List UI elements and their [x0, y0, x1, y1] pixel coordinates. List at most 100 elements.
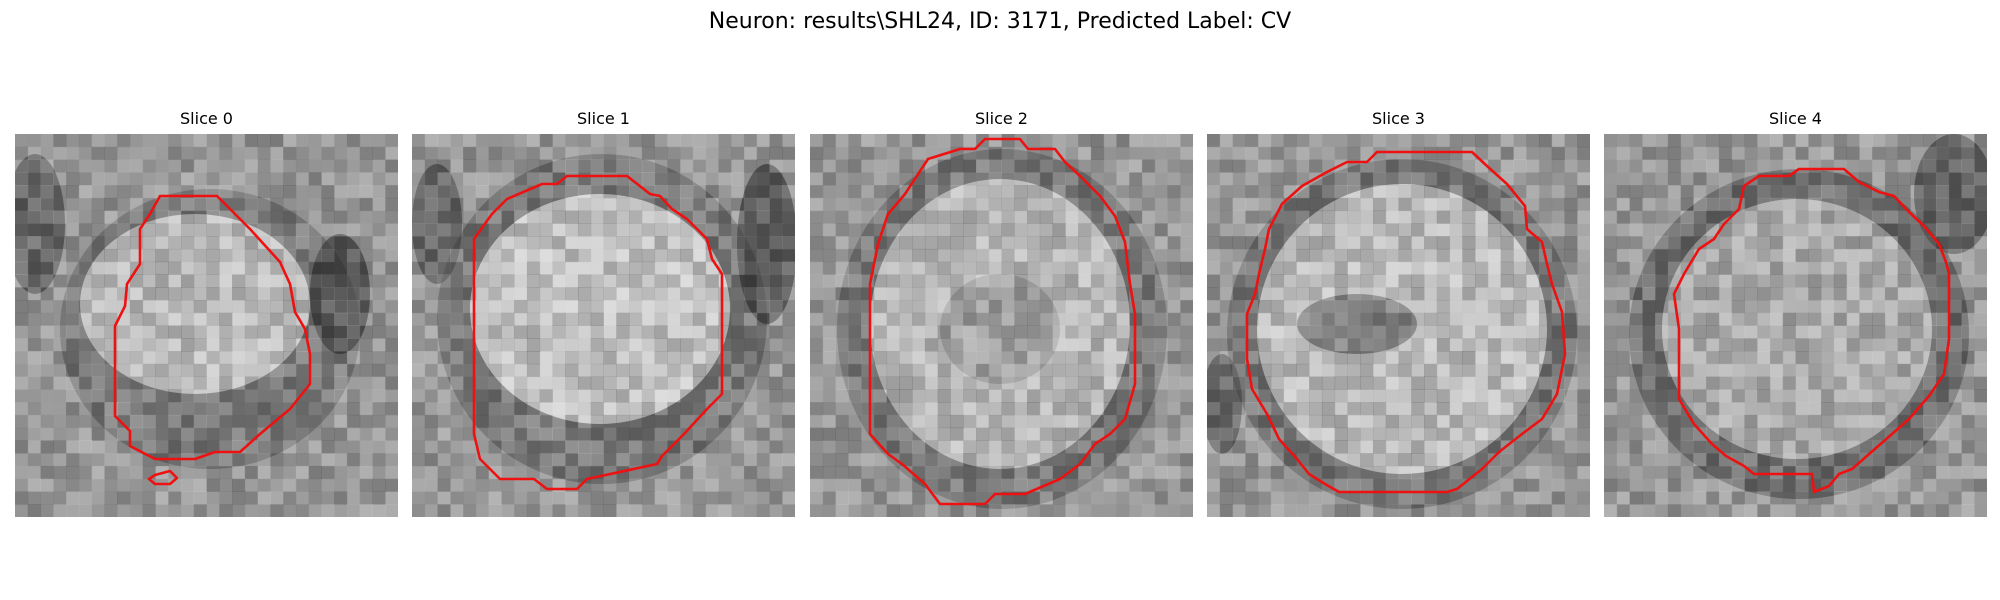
- pixel-cell: [1783, 198, 1796, 211]
- pixel-cell: [680, 160, 693, 173]
- pixel-cell: [604, 262, 617, 275]
- pixel-cell: [1437, 338, 1450, 351]
- pixel-cell: [489, 160, 502, 173]
- pixel-cell: [565, 415, 578, 428]
- pixel-cell: [912, 326, 925, 339]
- pixel-cell: [1821, 249, 1834, 262]
- pixel-cell: [1974, 198, 1987, 211]
- pixel-cell: [1104, 479, 1117, 492]
- pixel-cell: [1539, 287, 1552, 300]
- pixel-cell: [1284, 491, 1297, 504]
- pixel-cell: [1347, 389, 1360, 402]
- pixel-cell: [1936, 198, 1949, 211]
- pixel-cell: [769, 223, 782, 236]
- pixel-cell: [168, 415, 181, 428]
- pixel-cell: [836, 134, 849, 147]
- pixel-cell: [143, 351, 156, 364]
- pixel-cell: [181, 249, 194, 262]
- pixel-cell: [245, 402, 258, 415]
- pixel-cell: [1065, 351, 1078, 364]
- pixel-cell: [950, 172, 963, 185]
- pixel-cell: [1014, 223, 1027, 236]
- pixel-cell: [1322, 198, 1335, 211]
- pixel-cell: [66, 504, 79, 517]
- pixel-cell: [848, 466, 861, 479]
- pixel-cell: [1335, 428, 1348, 441]
- pixel-cell: [527, 440, 540, 453]
- pixel-cell: [1065, 389, 1078, 402]
- pixel-cell: [1732, 274, 1745, 287]
- pixel-cell: [616, 223, 629, 236]
- pixel-cell: [334, 313, 347, 326]
- pixel-cell: [667, 466, 680, 479]
- pixel-cell: [1002, 479, 1015, 492]
- pixel-cell: [1821, 402, 1834, 415]
- pixel-cell: [1501, 466, 1514, 479]
- pixel-cell: [1936, 185, 1949, 198]
- pixel-cell: [92, 172, 105, 185]
- pixel-cell: [1642, 364, 1655, 377]
- pixel-cell: [1706, 172, 1719, 185]
- pixel-cell: [1180, 466, 1193, 479]
- pixel-cell: [887, 262, 900, 275]
- pixel-cell: [425, 300, 438, 313]
- pixel-cell: [836, 440, 849, 453]
- slice-4-image: [1604, 134, 1987, 517]
- pixel-cell: [15, 172, 28, 185]
- pixel-cell: [92, 364, 105, 377]
- pixel-cell: [1923, 428, 1936, 441]
- pixel-cell: [321, 223, 334, 236]
- pixel-cell: [848, 504, 861, 517]
- pixel-cell: [1450, 172, 1463, 185]
- pixel-cell: [1065, 338, 1078, 351]
- pixel-cell: [1668, 185, 1681, 198]
- pixel-cell: [425, 326, 438, 339]
- pixel-cell: [1116, 134, 1129, 147]
- pixel-cell: [757, 185, 770, 198]
- pixel-cell: [1399, 262, 1412, 275]
- pixel-cell: [1488, 504, 1501, 517]
- pixel-cell: [66, 236, 79, 249]
- pixel-cell: [1488, 402, 1501, 415]
- pixel-cell: [1373, 415, 1386, 428]
- pixel-cell: [104, 160, 117, 173]
- pixel-cell: [1167, 198, 1180, 211]
- pixel-cell: [489, 491, 502, 504]
- pixel-cell: [258, 364, 271, 377]
- pixel-cell: [360, 466, 373, 479]
- pixel-cell: [117, 172, 130, 185]
- pixel-cell: [527, 211, 540, 224]
- pixel-cell: [874, 326, 887, 339]
- pixel-cell: [1552, 236, 1565, 249]
- pixel-cell: [1207, 428, 1220, 441]
- pixel-cell: [347, 428, 360, 441]
- pixel-cell: [168, 274, 181, 287]
- pixel-cell: [66, 440, 79, 453]
- pixel-cell: [372, 402, 385, 415]
- pixel-cell: [616, 147, 629, 160]
- pixel-cell: [1744, 211, 1757, 224]
- pixel-cell: [181, 274, 194, 287]
- pixel-cell: [578, 160, 591, 173]
- pixel-cell: [718, 466, 731, 479]
- pixel-cell: [1936, 313, 1949, 326]
- pixel-cell: [53, 326, 66, 339]
- pixel-cell: [258, 491, 271, 504]
- pixel-cell: [372, 377, 385, 390]
- pixel-cell: [1719, 160, 1732, 173]
- pixel-cell: [1258, 466, 1271, 479]
- pixel-cell: [194, 504, 207, 517]
- pixel-cell: [810, 147, 823, 160]
- pixel-cell: [501, 300, 514, 313]
- pixel-cell: [1604, 326, 1617, 339]
- pixel-cell: [1885, 172, 1898, 185]
- pixel-cell: [744, 185, 757, 198]
- pixel-cell: [155, 440, 168, 453]
- pixel-cell: [540, 415, 553, 428]
- pixel-cell: [514, 300, 527, 313]
- pixel-cell: [1936, 211, 1949, 224]
- pixel-cell: [1719, 504, 1732, 517]
- pixel-cell: [92, 262, 105, 275]
- pixel-cell: [476, 249, 489, 262]
- pixel-cell: [823, 466, 836, 479]
